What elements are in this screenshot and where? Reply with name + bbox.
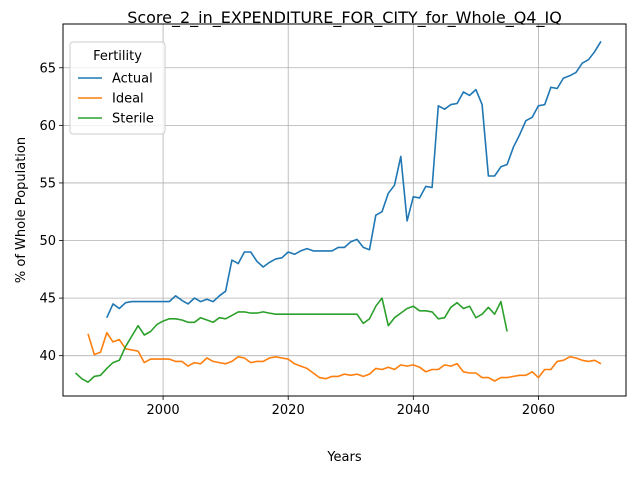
plot-frame [62,23,627,397]
y-tick-label: 55 [39,176,56,191]
legend-entries: Actual Ideal Sterile [78,72,154,127]
x-tick-label: 2040 [397,403,430,418]
legend-label-sterile: Sterile [112,112,154,127]
series-line-sterile [74,297,508,384]
y-axis-label: % of Whole Population [14,137,29,283]
y-tick-label: 60 [39,119,56,134]
series-line-actual [106,40,602,319]
x-axis-label: Years [326,450,362,465]
legend-box [69,41,166,135]
chart-title: Score_2_in_EXPENDITURE_FOR_CITY_for_Whol… [127,8,562,28]
y-tick-label: 50 [39,234,56,249]
x-tick-label: 2000 [147,403,180,418]
axis-ticks: 2000 2020 2040 2060 40 45 50 55 60 65 [39,61,555,418]
legend-label-ideal: Ideal [112,92,144,107]
legend-title: Fertility [93,49,142,64]
x-tick-label: 2020 [272,403,305,418]
y-tick-label: 65 [39,61,56,76]
y-tick-label: 40 [39,349,56,364]
legend: Fertility Actual Ideal Sterile [69,41,166,135]
x-tick-label: 2060 [522,403,555,418]
legend-label-actual: Actual [112,72,153,87]
series-lines [74,40,602,384]
y-tick-label: 45 [39,292,56,307]
series-line-ideal [87,331,602,382]
